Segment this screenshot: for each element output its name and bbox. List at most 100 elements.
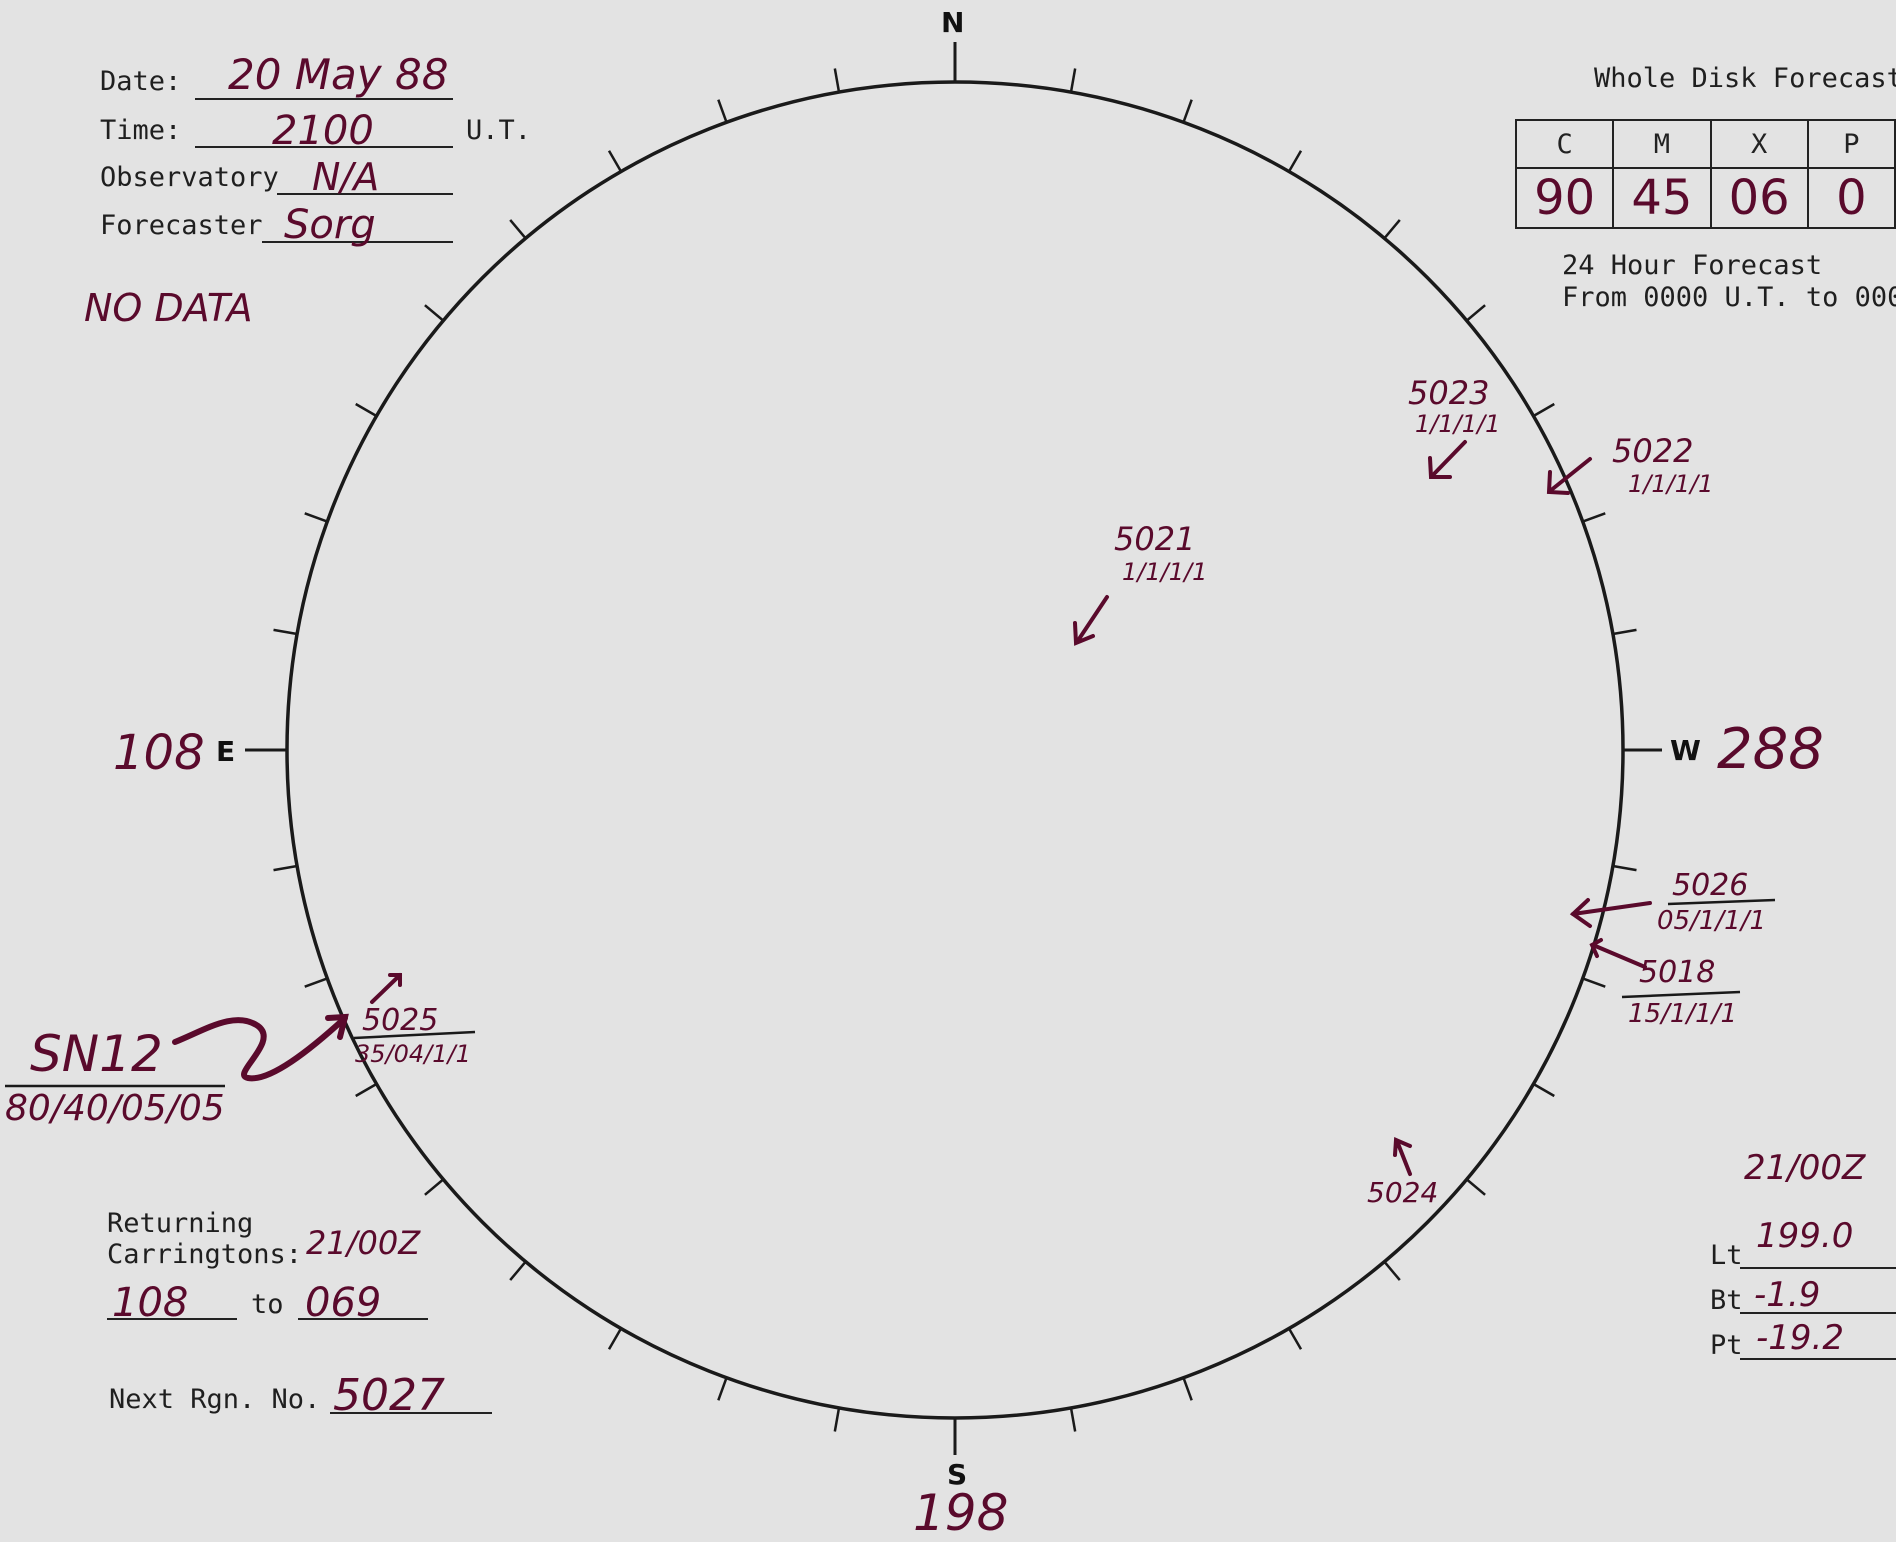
forecast-value-m: 45 xyxy=(1612,167,1712,229)
disk-tick-mark xyxy=(509,219,527,240)
region-5025-rule xyxy=(353,1030,476,1040)
returning-label-line2: Carringtons: xyxy=(107,1239,303,1270)
region-5022-code: 1/1/1/1 xyxy=(1628,470,1714,498)
region-5025-small-arrowhead xyxy=(388,973,402,987)
south-label: S xyxy=(947,1458,968,1491)
next-region-rule xyxy=(330,1412,492,1414)
region-5026-rule xyxy=(1667,898,1776,906)
region-5024-arrowhead xyxy=(1393,1137,1412,1157)
disk-tick-mark xyxy=(1465,304,1486,322)
disk-tick-mark xyxy=(1532,1082,1555,1098)
region-5023-arrowhead xyxy=(1428,456,1452,479)
region-5023-arrow xyxy=(1430,440,1467,478)
disk-tick-mark xyxy=(424,1178,445,1196)
date-rule xyxy=(195,98,453,100)
pt-rule xyxy=(1740,1358,1896,1360)
region-5026-arrow xyxy=(1571,901,1652,916)
disk-tick-mark xyxy=(273,628,298,636)
disk-tick-mark xyxy=(304,977,328,988)
west-longitude: 288 xyxy=(1717,717,1824,782)
region-5018-code: 15/1/1/1 xyxy=(1628,999,1737,1029)
forecast-value-x: 06 xyxy=(1709,167,1809,229)
observatory-value: N/A xyxy=(312,155,380,199)
region-5022-arrow xyxy=(1548,457,1592,493)
region-5021-arrowhead xyxy=(1073,621,1095,646)
lt-rule xyxy=(1740,1267,1896,1269)
observatory-label: Observatory xyxy=(100,162,279,193)
disk-tick-mark xyxy=(833,1407,841,1432)
returning-from-rule xyxy=(107,1318,237,1320)
sn12-label: SN12 xyxy=(30,1025,163,1083)
disk-tick-mark xyxy=(1612,628,1637,636)
forecast-period-label: 24 Hour Forecast xyxy=(1562,250,1823,281)
disk-tick-mark xyxy=(717,99,728,123)
forecaster-value: Sorg xyxy=(284,202,376,248)
forecaster-rule xyxy=(262,241,453,243)
next-region-label: Next Rgn. No. xyxy=(109,1384,321,1415)
forecast-col-c: C xyxy=(1514,119,1615,169)
disk-tick-mark xyxy=(1383,1260,1401,1281)
lt-value: 199.0 xyxy=(1756,1216,1854,1256)
forecast-col-m: M xyxy=(1612,119,1712,169)
region-5023-number: 5023 xyxy=(1408,374,1490,412)
west-label: W xyxy=(1670,734,1701,767)
disk-tick-mark xyxy=(424,304,445,322)
forecast-table: C M X P 90 45 06 0 xyxy=(1514,119,1896,229)
time-label: Time: xyxy=(100,115,182,146)
region-5023-code: 1/1/1/1 xyxy=(1415,410,1501,438)
disk-tick-mark xyxy=(1287,1327,1303,1350)
disk-tick-mark xyxy=(1069,1407,1077,1432)
forecast-col-p: P xyxy=(1806,119,1896,169)
disk-tick-mark xyxy=(304,512,328,523)
disk-tick-mark xyxy=(1383,219,1401,240)
bt-value: -1.9 xyxy=(1754,1275,1821,1315)
region-5018-rule xyxy=(1621,990,1741,999)
returning-date: 21/00Z xyxy=(306,1224,421,1262)
bt-rule xyxy=(1740,1312,1896,1314)
region-5025-small-arrow xyxy=(370,973,402,1004)
disk-tick-mark xyxy=(355,402,378,418)
region-5026-code: 05/1/1/1 xyxy=(1657,906,1766,936)
region-5018-arrowhead xyxy=(1589,938,1603,958)
forecast-title: Whole Disk Forecast xyxy=(1594,63,1896,94)
disk-tick-mark xyxy=(1465,1178,1486,1196)
region-5021-arrow xyxy=(1075,595,1109,644)
bt-label: Bt xyxy=(1710,1285,1743,1316)
region-5026-number: 5026 xyxy=(1672,868,1749,903)
sn12-flare-arrowhead xyxy=(325,1013,349,1040)
date-label: Date: xyxy=(100,66,182,97)
disk-tick-mark xyxy=(607,150,623,173)
region-5026-arrowhead xyxy=(1569,898,1592,928)
returning-label-line1: Returning xyxy=(107,1208,254,1239)
forecast-col-x: X xyxy=(1709,119,1809,169)
south-longitude: 198 xyxy=(913,1484,1009,1542)
sn12-code: 80/40/05/05 xyxy=(5,1088,225,1129)
pt-value: -19.2 xyxy=(1756,1318,1844,1358)
region-5021-code: 1/1/1/1 xyxy=(1122,558,1208,586)
pt-label: Pt xyxy=(1710,1330,1743,1361)
region-5022-arrowhead xyxy=(1546,470,1570,495)
region-5021-number: 5021 xyxy=(1114,520,1196,558)
disk-tick-mark xyxy=(355,1082,378,1098)
disk-tick-mark xyxy=(1069,68,1077,93)
observatory-rule xyxy=(277,193,453,195)
disk-tick-mark xyxy=(509,1260,527,1281)
forecast-value-p: 0 xyxy=(1806,167,1896,229)
east-label: E xyxy=(216,735,236,768)
disk-tick-mark xyxy=(273,864,298,872)
region-5018-number: 5018 xyxy=(1639,955,1716,990)
disk-tick-mark xyxy=(607,1327,623,1350)
lt-label: Lt xyxy=(1710,1240,1743,1271)
disk-tick-mark xyxy=(1287,150,1303,173)
time-rule xyxy=(195,146,453,148)
date-value: 20 May 88 xyxy=(228,50,449,99)
north-label: N xyxy=(941,6,965,39)
forecaster-label: Forecaster xyxy=(100,210,263,241)
disk-tick-mark xyxy=(1582,512,1606,523)
region-5025-code: 35/04/1/1 xyxy=(355,1040,471,1068)
region-5018-arrow xyxy=(1591,943,1647,969)
forecast-value-c: 90 xyxy=(1514,167,1615,229)
solar-disk-outline xyxy=(285,80,1625,1420)
no-data-note: NO DATA xyxy=(84,286,253,330)
